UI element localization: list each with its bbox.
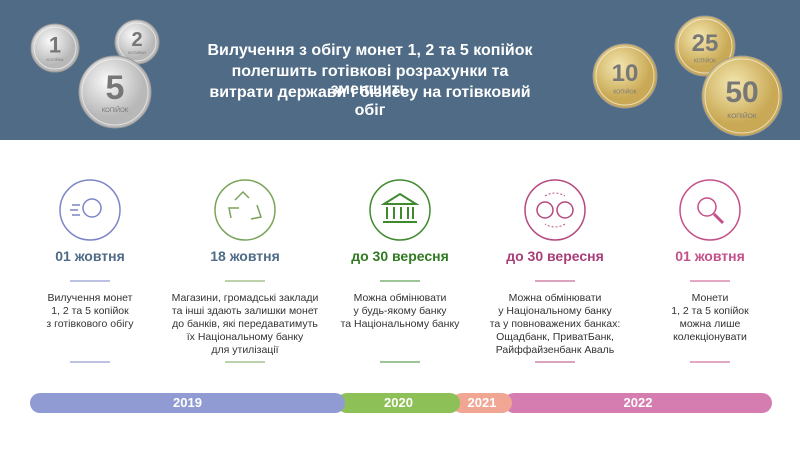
coin (701, 55, 783, 137)
step-text: 1, 2 та 5 копійок (671, 305, 749, 317)
icon-coin (82, 198, 102, 218)
step-date: до 30 вересня (351, 248, 449, 264)
step-icon (214, 179, 276, 241)
step-text: у будь-якому банку (353, 305, 447, 317)
coin-word: КОПІЙОК (102, 106, 129, 114)
timeline-year: 2020 (337, 393, 460, 413)
step-text: Райффайзенбанк Аваль (495, 344, 615, 356)
step-icon (524, 179, 586, 241)
step-date: 01 жовтня (675, 248, 745, 264)
step-text: та Національному банку (340, 318, 460, 330)
coin-value: 10 (612, 60, 639, 87)
coin (592, 43, 658, 109)
step-text: для утилізації (211, 344, 279, 356)
coin-word: КОПІЙКА (46, 57, 64, 62)
coin-word: КОПІЙОК (694, 57, 716, 65)
step-text: з готівкового обігу (46, 318, 134, 330)
step-date: 18 жовтня (210, 248, 280, 264)
coin-value: 5 (106, 69, 125, 107)
step-text: у Національному банку (498, 305, 612, 317)
step-text: колекціонувати (673, 331, 747, 343)
icon-coin (556, 201, 574, 219)
timeline-year: 2021 (452, 393, 512, 413)
step-date: до 30 вересня (506, 248, 604, 264)
timeline-year: 2022 (504, 393, 772, 413)
step-text: Можна обмінювати (353, 292, 447, 304)
coin (30, 23, 80, 73)
step-date: 01 жовтня (55, 248, 125, 264)
step-text: та у повноважених банках: (489, 318, 621, 330)
step-icon (59, 179, 121, 241)
icon-handle (712, 212, 725, 225)
coin-rim (33, 26, 77, 70)
coin-value: 2 (131, 29, 142, 51)
title-line: Вилучення з обігу монет 1, 2 та 5 копійо… (207, 42, 533, 59)
step-text: Можна обмінювати (508, 292, 602, 304)
icon-recycle (228, 190, 262, 220)
icon-bank (380, 192, 420, 223)
coin (78, 55, 152, 129)
step-text: їх Національному банку (186, 331, 304, 343)
step-text: Вилучення монет (47, 292, 133, 304)
coin-rim (81, 58, 149, 126)
coin-value: 25 (692, 30, 719, 57)
step-text: до банків, які передаватимуть (172, 318, 318, 330)
coin-value: 50 (725, 76, 758, 109)
coin (674, 15, 736, 77)
icon-coin (536, 201, 554, 219)
coin-rim (117, 22, 157, 62)
timeline-year: 2019 (30, 393, 345, 413)
coin-word: КОПІЙОК (727, 111, 757, 120)
icon-lens (697, 197, 717, 217)
step-icon (679, 179, 741, 241)
step-text: Ощадбанк, ПриватБанк, (496, 331, 614, 343)
step-text: 1, 2 та 5 копійок (51, 305, 129, 317)
step-text: Монети (691, 292, 729, 304)
coin-word: КОПІЙОК (613, 88, 637, 96)
title-line: полегшить готівкові розрахунки та зменши… (231, 63, 509, 98)
step-text: можна лише (679, 318, 741, 330)
coin-value: 1 (49, 32, 61, 57)
title-line: витрати держави і бізнесу на готівковий … (209, 84, 531, 119)
step-text: Магазини, громадські заклади (171, 292, 319, 304)
coin-word: КОПІЙКИ (128, 50, 146, 55)
coin-rim (704, 58, 780, 134)
coin-rim (595, 46, 655, 106)
step-text: та інші здають залишки монет (171, 305, 319, 317)
icon-motion (70, 204, 80, 216)
icon-exchange (544, 192, 566, 228)
coin-rim (677, 18, 733, 74)
